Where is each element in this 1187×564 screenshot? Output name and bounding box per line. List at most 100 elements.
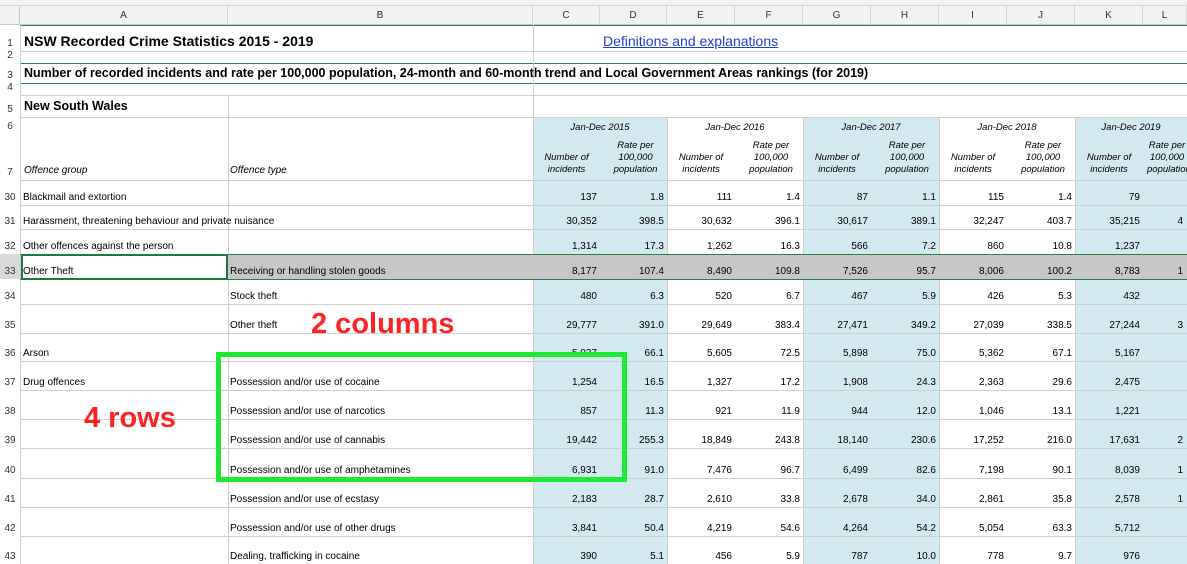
offence-group-cell[interactable]: Other offences against the person	[23, 241, 174, 252]
value-cell[interactable]: 5,167	[1114, 348, 1140, 359]
value-cell[interactable]: 11.9	[781, 406, 800, 417]
value-cell[interactable]: 50.4	[644, 523, 664, 534]
column-header[interactable]: C	[533, 6, 600, 25]
value-cell[interactable]: 17.2	[780, 377, 800, 388]
offence-type-cell[interactable]: Dealing, trafficking in cocaine	[230, 551, 360, 562]
value-cell[interactable]: 426	[987, 291, 1004, 302]
value-cell[interactable]: 1,327	[706, 377, 732, 388]
value-cell[interactable]: 30,617	[837, 216, 868, 227]
value-cell[interactable]: 95.7	[916, 266, 936, 277]
value-cell[interactable]: 33.8	[780, 494, 800, 505]
offence-type-cell[interactable]: Stock theft	[230, 291, 278, 302]
value-cell[interactable]: 383.4	[774, 320, 800, 331]
value-cell[interactable]: 1,046	[978, 406, 1004, 417]
value-cell[interactable]: 91.0	[644, 465, 664, 476]
value-cell[interactable]: 17,252	[973, 435, 1004, 446]
value-cell[interactable]: 1.1	[922, 192, 936, 203]
value-cell[interactable]: 7,476	[706, 465, 732, 476]
row-header[interactable]: 5	[7, 104, 13, 115]
value-cell[interactable]: 230.6	[910, 435, 936, 446]
value-cell[interactable]: 27,471	[837, 320, 868, 331]
value-cell[interactable]: 5.3	[1058, 291, 1072, 302]
value-cell[interactable]: 467	[851, 291, 868, 302]
value-cell[interactable]: 82.6	[916, 465, 936, 476]
value-cell[interactable]: 1	[1177, 494, 1183, 505]
value-cell[interactable]: 5,712	[1114, 523, 1140, 534]
value-cell[interactable]: 2	[1177, 435, 1183, 446]
value-cell[interactable]: 18,849	[701, 435, 732, 446]
value-cell[interactable]: 1,314	[571, 241, 597, 252]
value-cell[interactable]: 403.7	[1046, 216, 1072, 227]
value-cell[interactable]: 787	[851, 551, 868, 562]
value-cell[interactable]: 7.2	[922, 241, 936, 252]
value-cell[interactable]: 1,221	[1114, 406, 1140, 417]
row-header[interactable]: 33	[0, 254, 20, 279]
row-header[interactable]: 35	[4, 320, 16, 331]
row-header[interactable]: 41	[4, 494, 16, 505]
value-cell[interactable]: 19,442	[566, 435, 597, 446]
value-cell[interactable]: 1,262	[706, 241, 732, 252]
value-cell[interactable]: 456	[715, 551, 732, 562]
value-cell[interactable]: 35.8	[1052, 494, 1072, 505]
value-cell[interactable]: 6.3	[650, 291, 664, 302]
value-cell[interactable]: 115	[988, 192, 1004, 203]
value-cell[interactable]: 17.3	[644, 241, 664, 252]
value-cell[interactable]: 349.2	[910, 320, 936, 331]
value-cell[interactable]: 35,215	[1109, 216, 1140, 227]
value-cell[interactable]: 1,908	[842, 377, 868, 388]
value-cell[interactable]: 79	[1128, 192, 1140, 203]
value-cell[interactable]: 255.3	[638, 435, 664, 446]
row-header[interactable]: 1	[7, 38, 13, 49]
value-cell[interactable]: 5,898	[842, 348, 868, 359]
value-cell[interactable]: 6.7	[786, 291, 800, 302]
value-cell[interactable]: 389.1	[910, 216, 936, 227]
value-cell[interactable]: 54.2	[916, 523, 936, 534]
value-cell[interactable]: 16.3	[780, 241, 800, 252]
value-cell[interactable]: 30,632	[701, 216, 732, 227]
row-header[interactable]: 36	[4, 348, 16, 359]
value-cell[interactable]: 520	[715, 291, 732, 302]
value-cell[interactable]: 5.9	[786, 551, 800, 562]
value-cell[interactable]: 96.7	[780, 465, 800, 476]
value-cell[interactable]: 11.3	[645, 406, 664, 417]
value-cell[interactable]: 1.4	[1058, 192, 1072, 203]
value-cell[interactable]: 12.0	[916, 406, 936, 417]
value-cell[interactable]: 976	[1123, 551, 1140, 562]
value-cell[interactable]: 29.6	[1052, 377, 1072, 388]
row-header[interactable]: 4	[7, 82, 13, 93]
row-header[interactable]: 7	[7, 167, 13, 178]
value-cell[interactable]: 778	[987, 551, 1004, 562]
value-cell[interactable]: 24.3	[916, 377, 936, 388]
value-cell[interactable]: 30,352	[566, 216, 597, 227]
column-header[interactable]: H	[871, 6, 939, 25]
column-header[interactable]: G	[803, 6, 871, 25]
value-cell[interactable]: 18,140	[837, 435, 868, 446]
value-cell[interactable]: 1,254	[571, 377, 597, 388]
value-cell[interactable]: 2,610	[706, 494, 732, 505]
value-cell[interactable]: 566	[851, 241, 868, 252]
definitions-link[interactable]: Definitions and explanations	[603, 33, 779, 49]
value-cell[interactable]: 27,039	[973, 320, 1004, 331]
column-header[interactable]: E	[667, 6, 735, 25]
value-cell[interactable]: 1.4	[786, 192, 800, 203]
column-header[interactable]: B	[228, 6, 533, 25]
value-cell[interactable]: 338.5	[1046, 320, 1072, 331]
value-cell[interactable]: 10.8	[1052, 241, 1072, 252]
value-cell[interactable]: 5.9	[922, 291, 936, 302]
value-cell[interactable]: 7,198	[978, 465, 1004, 476]
value-cell[interactable]: 100.2	[1046, 266, 1072, 277]
value-cell[interactable]: 396.1	[774, 216, 800, 227]
value-cell[interactable]: 16.5	[644, 377, 664, 388]
value-cell[interactable]: 72.5	[780, 348, 800, 359]
value-cell[interactable]: 1.8	[650, 192, 664, 203]
column-header[interactable]: J	[1007, 6, 1075, 25]
value-cell[interactable]: 390	[580, 551, 597, 562]
value-cell[interactable]: 7,526	[842, 266, 868, 277]
value-cell[interactable]: 432	[1123, 291, 1140, 302]
value-cell[interactable]: 1,237	[1114, 241, 1140, 252]
value-cell[interactable]: 8,177	[571, 266, 597, 277]
offence-type-cell[interactable]: Possession and/or use of other drugs	[230, 523, 396, 534]
value-cell[interactable]: 32,247	[973, 216, 1004, 227]
offence-group-cell[interactable]: Harassment, threatening behaviour and pr…	[23, 216, 275, 227]
value-cell[interactable]: 944	[851, 406, 868, 417]
